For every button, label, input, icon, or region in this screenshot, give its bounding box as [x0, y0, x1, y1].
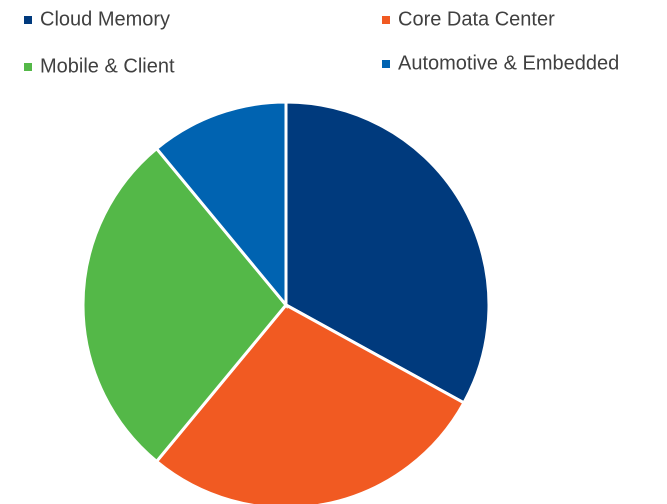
legend-label: Cloud Memory	[40, 8, 170, 30]
legend-label: Core Data Center	[398, 8, 555, 30]
legend-label: Mobile & Client	[40, 55, 175, 77]
pie-slice	[81, 146, 288, 464]
legend-swatch	[24, 16, 32, 24]
legend-swatch	[382, 16, 390, 24]
legend-swatch	[382, 60, 390, 68]
pie-slice	[154, 100, 288, 310]
pie-slice	[154, 303, 466, 504]
legend-label: Automotive & Embedded	[398, 52, 619, 74]
pie-slice	[284, 100, 491, 405]
legend-swatch	[24, 63, 32, 71]
